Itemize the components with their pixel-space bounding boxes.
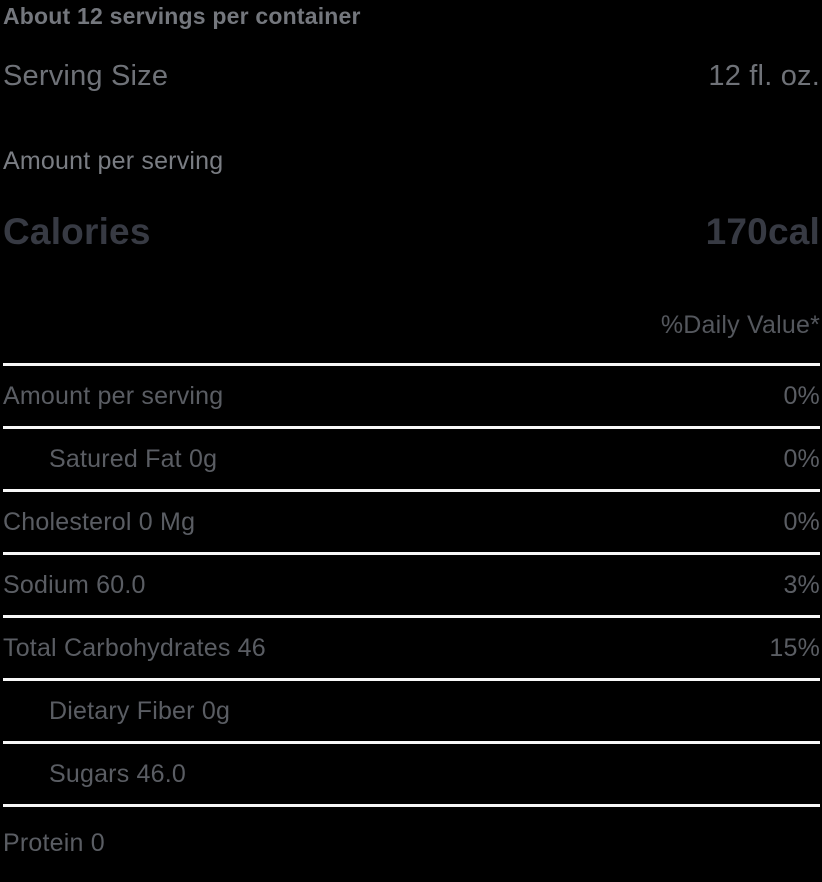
nutrient-name: Sugars 46.0 — [49, 759, 187, 788]
serving-size-row: Serving Size 12 fl. oz. — [3, 58, 820, 94]
daily-value-header: %Daily Value* — [660, 311, 820, 339]
nutrient-name: Protein 0 — [3, 828, 105, 857]
nutrient-row-5: Dietary Fiber 0g — [3, 681, 820, 744]
calories-row: Calories 170cal — [3, 210, 820, 254]
nutrient-row-3: Sodium 60.0 3% — [3, 555, 820, 618]
nutrient-value: 15% — [769, 633, 820, 662]
nutrient-value: 0% — [783, 507, 820, 536]
servings-per-container: About 12 servings per container — [3, 3, 361, 29]
nutrient-row-6: Sugars 46.0 — [3, 744, 820, 807]
nutrient-row-0: Amount per serving 0% — [3, 366, 820, 429]
calories-label: Calories — [3, 211, 151, 252]
nutrient-row-2: Cholesterol 0 Mg 0% — [3, 492, 820, 555]
nutrient-name: Cholesterol 0 Mg — [3, 507, 196, 536]
nutrient-row-1: Satured Fat 0g 0% — [3, 429, 820, 492]
nutrient-value: 3% — [783, 570, 820, 599]
nutrient-row-4: Total Carbohydrates 46 15% — [3, 618, 820, 681]
serving-size-label: Serving Size — [3, 60, 169, 92]
nutrient-value: 0% — [783, 381, 820, 410]
nutrient-name: Dietary Fiber 0g — [49, 696, 231, 725]
nutrient-name: Amount per serving — [3, 381, 224, 410]
calories-value: 170cal — [705, 211, 820, 252]
nutrient-row-7: Protein 0 — [3, 807, 820, 879]
nutrient-rows: Amount per serving 0% Satured Fat 0g 0% … — [3, 363, 820, 879]
nutrient-name: Satured Fat 0g — [49, 444, 218, 473]
amount-per-serving-heading: Amount per serving — [3, 147, 224, 175]
nutrient-name: Total Carbohydrates 46 — [3, 633, 266, 662]
nutrient-value: 0% — [783, 444, 820, 473]
nutrient-name: Sodium 60.0 — [3, 570, 146, 599]
serving-size-value: 12 fl. oz. — [708, 60, 820, 92]
